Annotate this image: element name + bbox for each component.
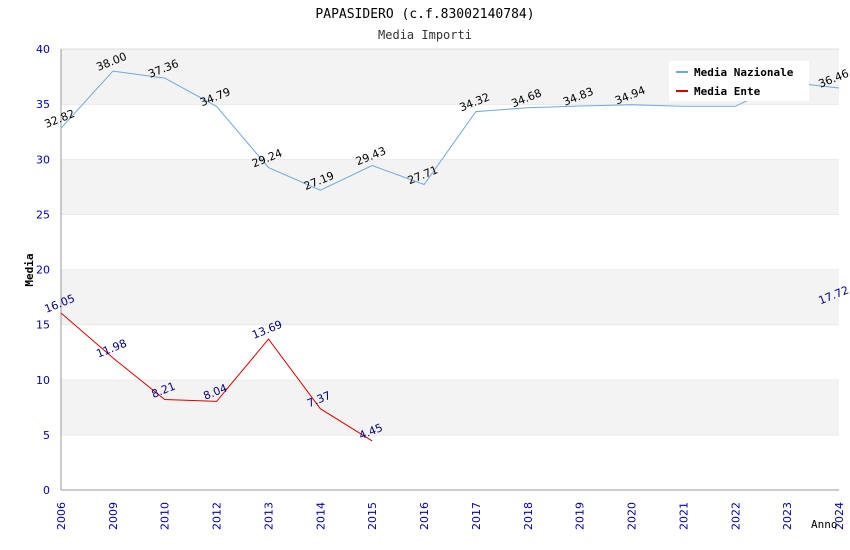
- x-tick-label: 2010: [159, 502, 172, 530]
- series-line: [60, 312, 373, 442]
- x-tick-label: 2023: [781, 502, 794, 530]
- x-tick-label: 2019: [574, 502, 587, 530]
- y-tick-label: 15: [36, 319, 50, 332]
- x-tick-label: 2012: [211, 502, 224, 530]
- grid-bands: [61, 48, 839, 490]
- x-tick-label: 2022: [729, 502, 742, 530]
- grid-band: [61, 434, 839, 490]
- grid-band: [61, 379, 839, 435]
- y-axis-label: Media: [23, 253, 36, 286]
- legend-label: Media Ente: [694, 85, 761, 98]
- x-tick-label: 2020: [626, 502, 639, 530]
- x-tick-labels: 2006 2009 2010 2012 2013 2014 2015 2016 2017 2018…: [55, 502, 846, 530]
- x-tick-label: 2015: [366, 502, 379, 530]
- legend-box: [669, 61, 809, 101]
- x-tick-label: 2009: [107, 502, 120, 530]
- y-tick-label: 5: [43, 429, 50, 442]
- y-tick-label: 30: [36, 153, 50, 166]
- x-tick-label: 2018: [522, 502, 535, 530]
- grid-band: [61, 214, 839, 270]
- grid-band: [61, 104, 839, 160]
- x-tick-label: 2021: [677, 502, 690, 530]
- y-tick-label: 40: [36, 43, 50, 56]
- chart-subtitle: Media Importi: [378, 28, 472, 42]
- grid-band: [61, 159, 839, 215]
- x-tick-label: 2024: [833, 502, 846, 530]
- x-tick-label: 2016: [418, 502, 431, 530]
- x-axis-label: Anno: [811, 518, 838, 531]
- y-tick-label: 0: [43, 484, 50, 497]
- chart-title: PAPASIDERO (c.f.83002140784): [315, 7, 534, 22]
- x-tick-label: 2017: [470, 502, 483, 530]
- grid-band: [61, 269, 839, 325]
- x-tick-label: 2014: [314, 502, 327, 530]
- x-tick-label: 2006: [55, 502, 68, 530]
- y-tick-labels: 0 5 10 15 20 25 30 35 40: [36, 43, 50, 497]
- y-tick-label: 25: [36, 208, 50, 221]
- y-tick-label: 35: [36, 98, 50, 111]
- y-tick-label: 20: [36, 264, 50, 277]
- axes: [60, 49, 839, 491]
- series-lines: [60, 70, 840, 442]
- grid-band: [61, 324, 839, 380]
- series-line: [60, 70, 840, 191]
- legend: Media Nazionale Media Ente: [669, 61, 809, 101]
- y-tick-label: 10: [36, 374, 50, 387]
- x-tick-label: 2013: [262, 502, 275, 530]
- legend-label: Media Nazionale: [694, 66, 794, 79]
